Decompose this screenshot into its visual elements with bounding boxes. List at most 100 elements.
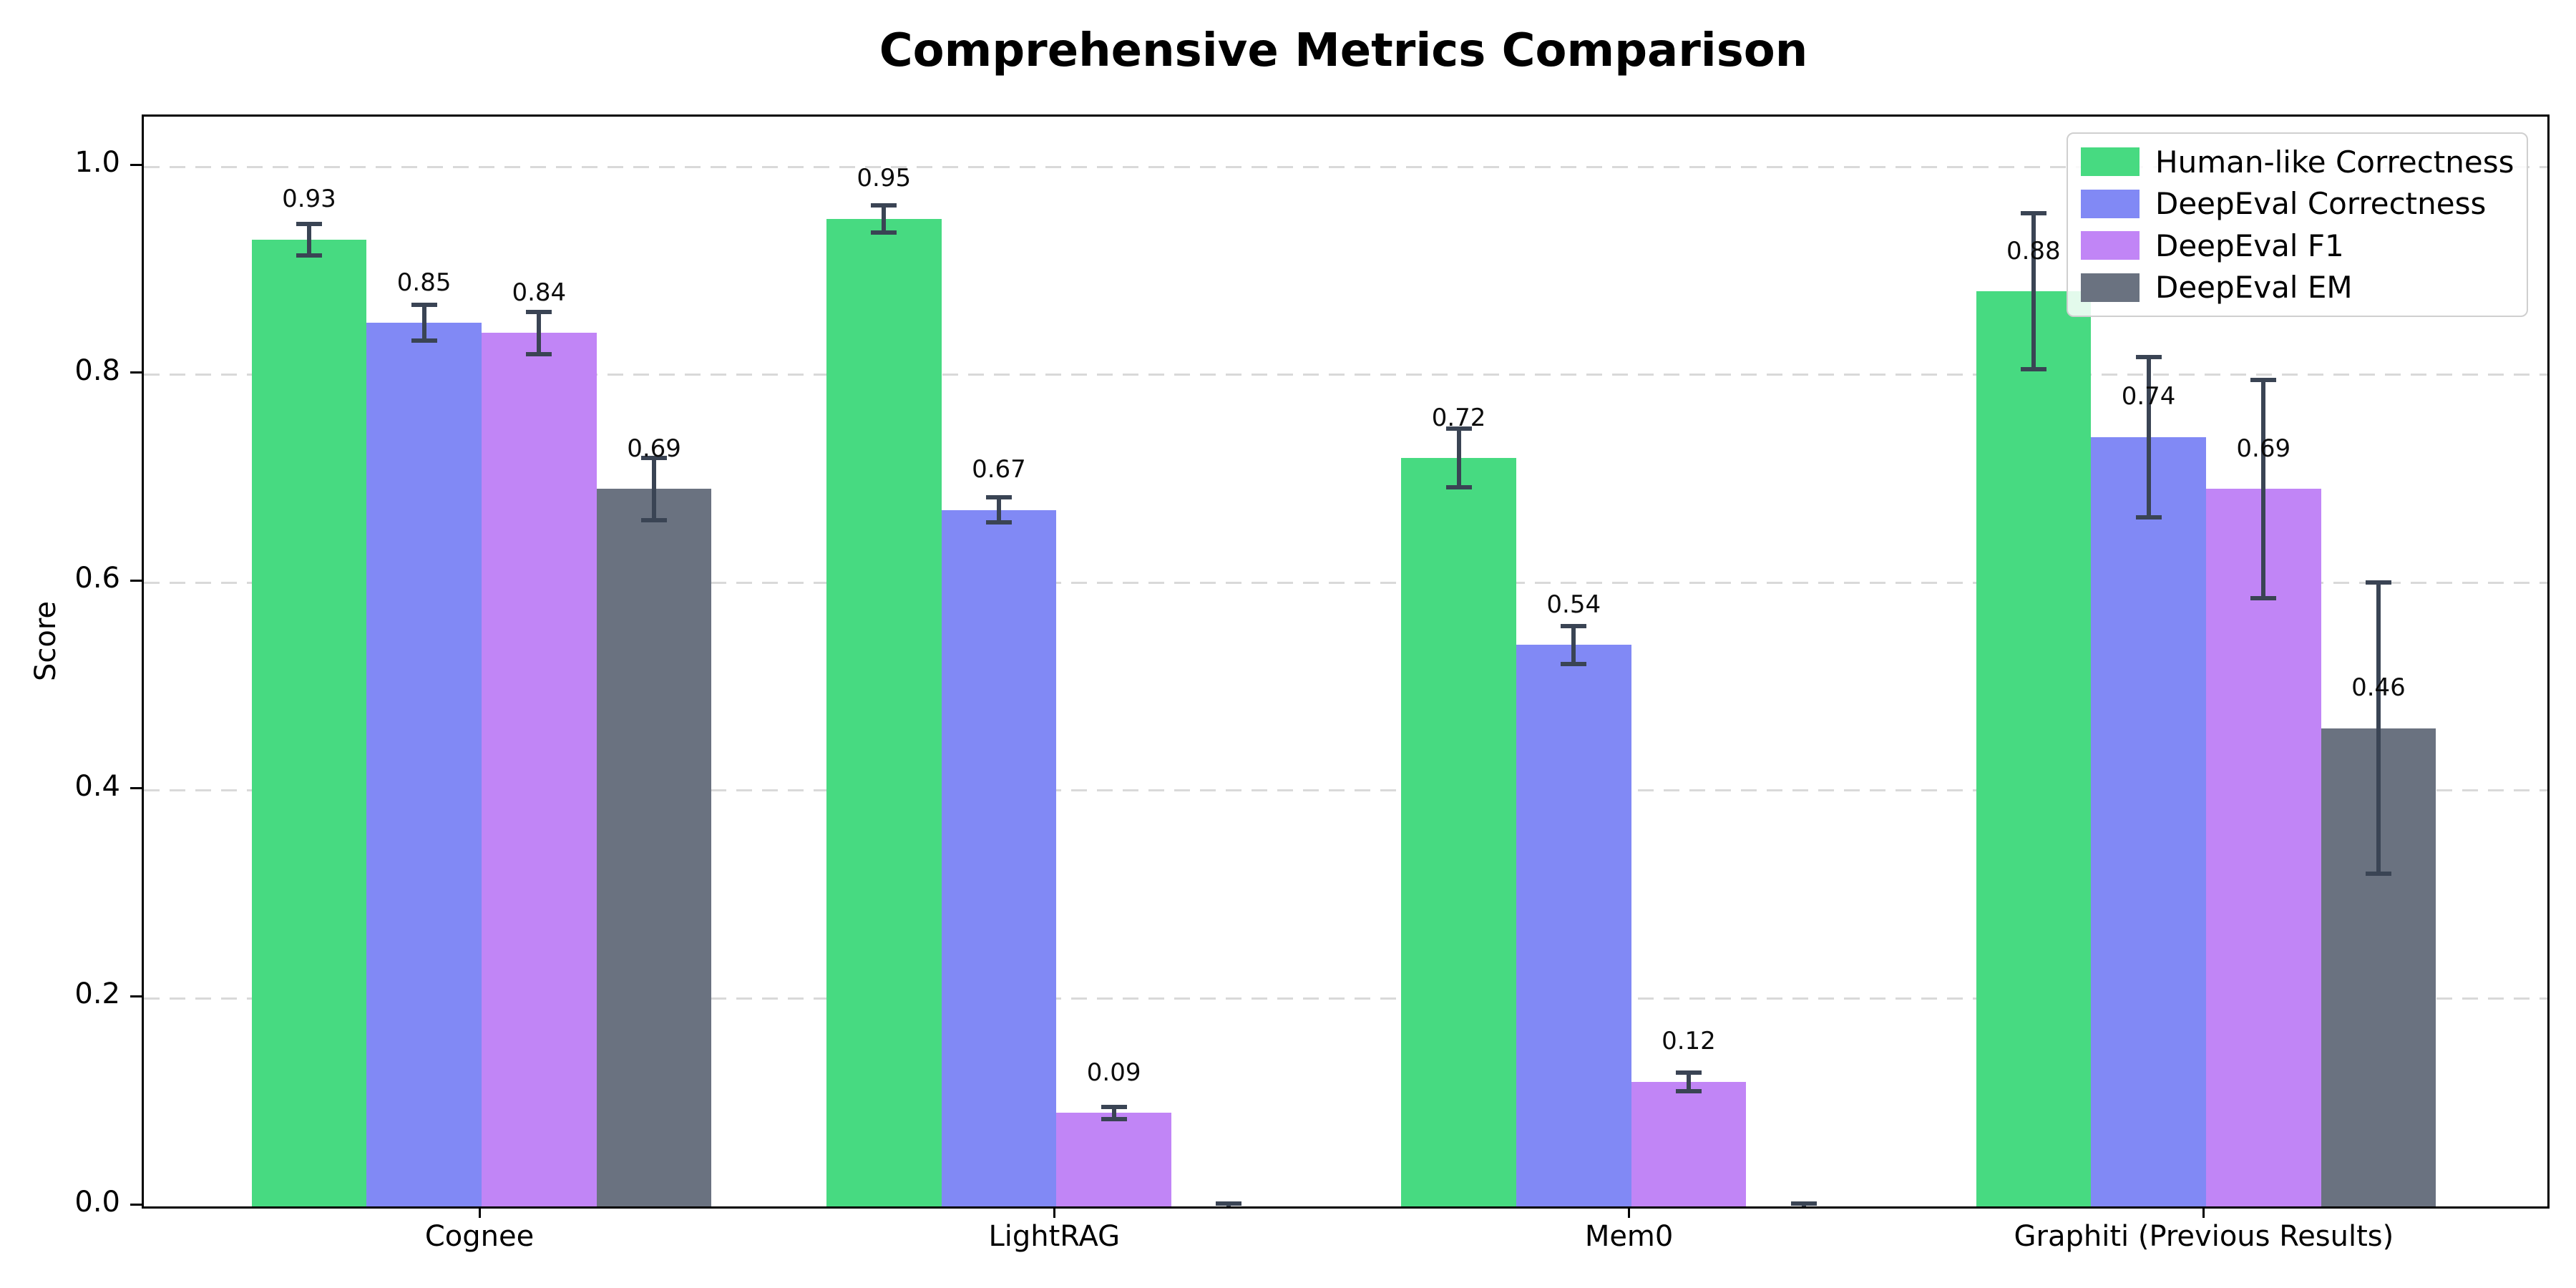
bar	[251, 239, 367, 1206]
x-tick-label: Mem0	[1584, 1220, 1674, 1253]
gridline	[144, 789, 2547, 792]
error-bar-cap	[985, 495, 1012, 500]
error-bar-stem	[1571, 626, 1576, 664]
bar	[1516, 645, 1631, 1206]
x-tick-mark	[478, 1206, 481, 1218]
y-tick-mark	[130, 163, 142, 166]
bar	[1056, 1113, 1171, 1206]
y-tick-label: 0.6	[74, 562, 120, 595]
chart-title: Comprehensive Metrics Comparison	[879, 24, 1808, 77]
y-tick-label: 0.2	[74, 977, 120, 1011]
y-tick-label: 0.4	[74, 769, 120, 803]
error-bar-stem	[421, 305, 426, 341]
error-bar-cap	[526, 351, 552, 356]
error-bar-stem	[2376, 582, 2381, 874]
error-bar-cap	[871, 230, 897, 235]
error-bar-cap	[2250, 377, 2277, 382]
error-bar-cap	[871, 203, 897, 208]
x-tick-mark	[1628, 1206, 1631, 1218]
value-label: 0.69	[2236, 434, 2291, 464]
error-bar-cap	[1791, 1207, 1817, 1209]
legend-swatch	[2081, 147, 2140, 177]
value-label: 0.69	[627, 434, 681, 464]
gridline	[144, 997, 2547, 1000]
y-tick-label: 1.0	[74, 146, 120, 179]
error-bar-cap	[1101, 1104, 1127, 1109]
error-bar-cap	[1101, 1116, 1127, 1121]
error-bar-cap	[2250, 596, 2277, 600]
error-bar-cap	[411, 338, 437, 343]
error-bar-cap	[641, 518, 668, 523]
bar	[366, 322, 482, 1206]
error-bar-cap	[1445, 426, 1472, 431]
bar	[596, 489, 712, 1206]
x-tick-label: Cognee	[424, 1220, 535, 1253]
value-label: 0.12	[1662, 1027, 1716, 1056]
value-label: 0.93	[282, 185, 336, 214]
error-bar-stem	[1111, 1106, 1116, 1119]
legend-swatch	[2081, 231, 2140, 260]
y-tick-label: 0.0	[74, 1186, 120, 1219]
error-bar-cap	[296, 253, 322, 258]
error-bar-cap	[1561, 624, 1587, 629]
bar	[482, 333, 597, 1206]
y-tick-mark	[130, 371, 142, 374]
error-bar-cap	[1216, 1201, 1242, 1206]
x-tick-mark	[2202, 1206, 2205, 1218]
value-label: 0.85	[396, 268, 452, 297]
bar	[2091, 436, 2206, 1206]
legend-item: DeepEval EM	[2081, 270, 2514, 305]
error-bar-cap	[411, 303, 437, 308]
error-bar-stem	[537, 312, 542, 354]
legend-swatch	[2081, 189, 2140, 218]
legend-item: DeepEval F1	[2081, 228, 2514, 263]
error-bar-cap	[2020, 211, 2046, 216]
value-label: 0.74	[2121, 382, 2176, 411]
bar	[1401, 457, 1516, 1206]
error-bar-cap	[1675, 1070, 1702, 1075]
error-bar-stem	[306, 223, 311, 255]
error-bar-cap	[2365, 580, 2391, 585]
error-bar-cap	[985, 519, 1012, 525]
y-tick-label: 0.8	[74, 353, 120, 387]
bar	[1631, 1081, 1747, 1206]
error-bar-stem	[2146, 356, 2151, 517]
error-bar-cap	[526, 310, 552, 315]
gridline	[144, 374, 2547, 376]
gridline	[144, 165, 2547, 168]
error-bar-cap	[1216, 1207, 1241, 1209]
legend-label: DeepEval Correctness	[2155, 186, 2487, 222]
y-axis-title: Score	[29, 600, 62, 682]
error-bar-stem	[882, 205, 887, 233]
bar	[941, 509, 1057, 1206]
x-tick-mark	[1053, 1206, 1055, 1218]
bar	[2205, 489, 2321, 1206]
value-label: 0.09	[1086, 1058, 1141, 1087]
bar	[826, 218, 942, 1206]
error-bar-stem	[1456, 429, 1461, 487]
value-label: 0.67	[972, 455, 1026, 484]
y-tick-mark	[130, 995, 142, 997]
legend-label: DeepEval F1	[2155, 228, 2344, 263]
legend-label: Human-like Correctness	[2155, 144, 2514, 180]
y-tick-mark	[130, 787, 142, 790]
error-bar-cap	[2135, 354, 2162, 359]
legend-item: Human-like Correctness	[2081, 145, 2514, 180]
error-bar-stem	[1686, 1072, 1691, 1091]
error-bar-cap	[1561, 661, 1587, 666]
y-tick-mark	[130, 579, 142, 582]
value-label: 0.84	[512, 278, 567, 308]
legend-item: DeepEval Correctness	[2081, 186, 2514, 221]
x-tick-label: LightRAG	[988, 1220, 1121, 1253]
y-tick-mark	[130, 1203, 142, 1206]
error-bar-cap	[1675, 1088, 1702, 1093]
error-bar-cap	[1445, 484, 1472, 489]
error-bar-cap	[1790, 1201, 1817, 1206]
error-bar-stem	[2031, 213, 2036, 370]
error-bar-stem	[2261, 379, 2266, 598]
legend-label: DeepEval EM	[2155, 270, 2353, 306]
error-bar-cap	[2020, 367, 2046, 372]
error-bar-stem	[996, 497, 1001, 522]
value-label: 0.46	[2351, 673, 2406, 703]
